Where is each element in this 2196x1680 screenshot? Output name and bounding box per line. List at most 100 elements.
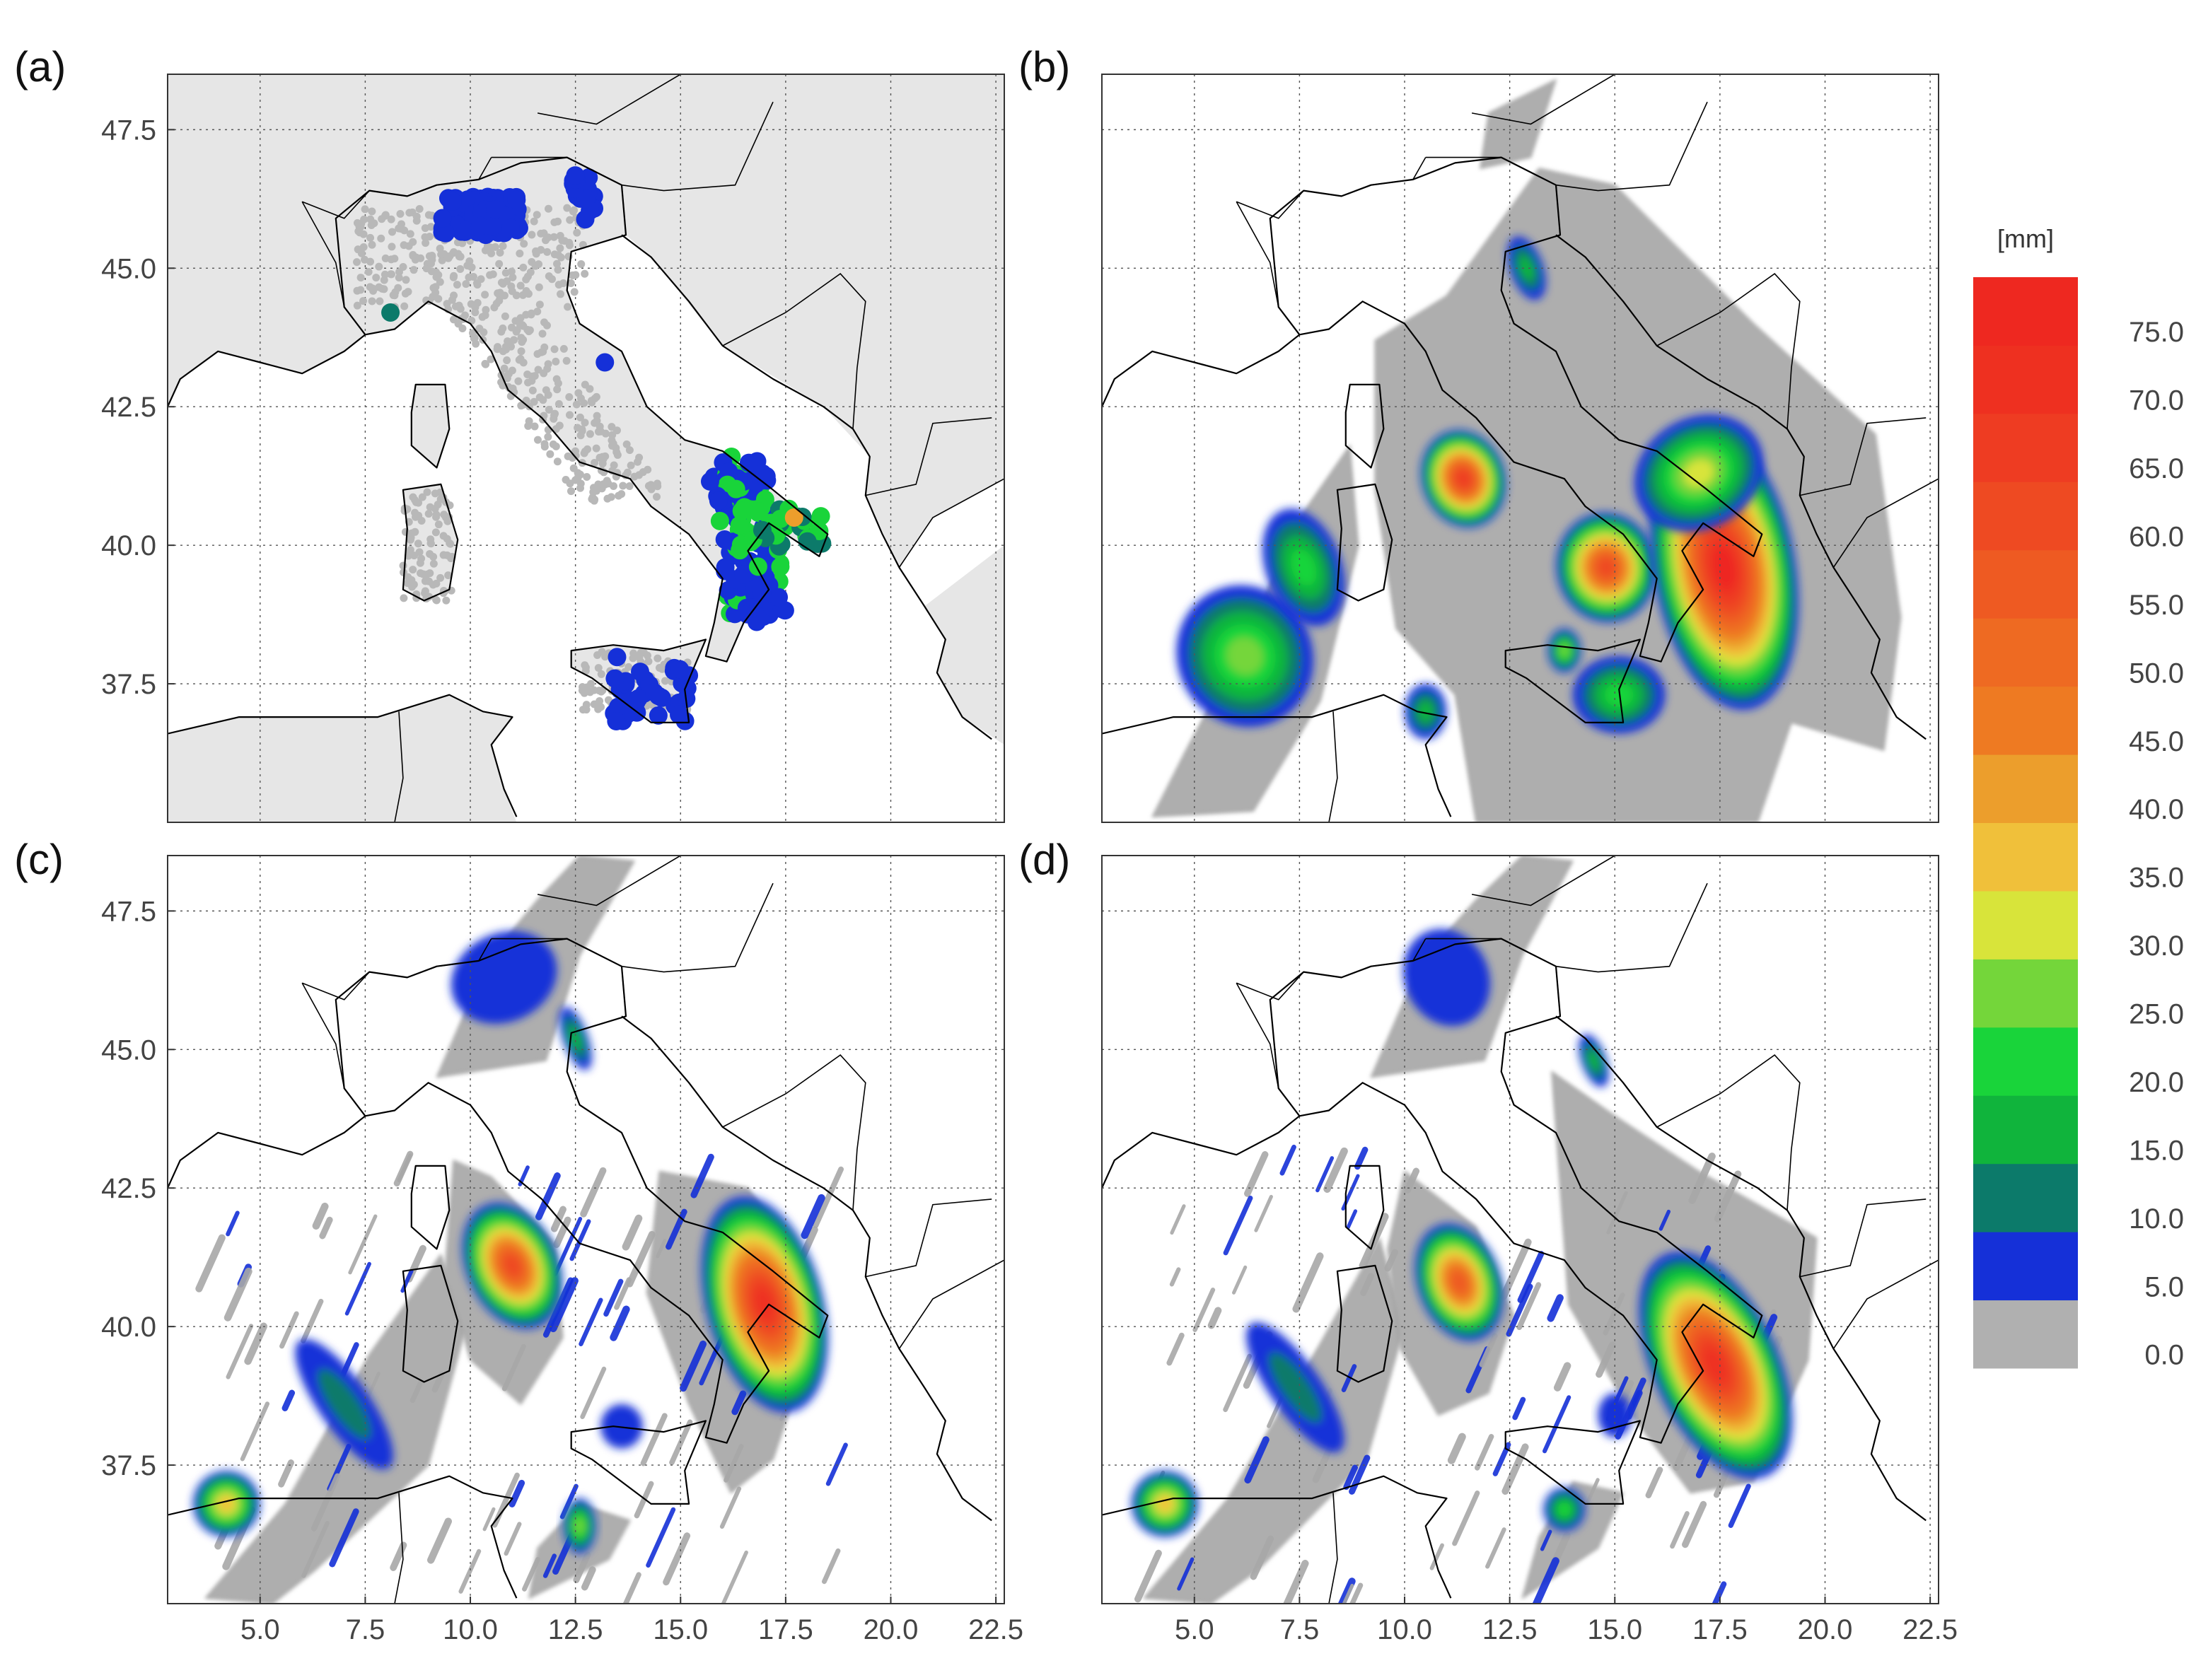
station-dry — [375, 262, 383, 271]
station-dry — [594, 664, 603, 672]
station-dry — [564, 303, 572, 311]
rain-cell-5 — [295, 1338, 394, 1470]
station-dry — [377, 234, 385, 243]
lon-tick-label: 10.0 — [1377, 1614, 1432, 1645]
colorbar-label: 20.0 — [2129, 1067, 2184, 1098]
station-dry — [411, 527, 419, 536]
colorbar-label: 60.0 — [2129, 521, 2184, 552]
station-dry — [472, 339, 480, 348]
station-dry — [581, 380, 589, 389]
station-dry — [387, 215, 395, 223]
coastline-africa — [168, 694, 518, 817]
shower-streak-58 — [279, 1311, 299, 1349]
station-dry — [421, 233, 429, 241]
station-dry — [399, 561, 407, 570]
station-dry — [414, 511, 423, 520]
station-dry — [576, 479, 585, 488]
station-wet — [607, 712, 626, 731]
coastline-france — [1102, 1115, 1301, 1189]
station-dry — [635, 453, 644, 462]
station-dry — [550, 233, 558, 241]
shower-streak-87 — [680, 1340, 707, 1392]
colorbar-label: 15.0 — [2129, 1135, 2184, 1166]
station-dry — [552, 357, 560, 366]
rain-cell-1 — [701, 1196, 829, 1413]
shower-streak-85 — [1292, 1252, 1324, 1313]
lon-tick-label: 12.5 — [548, 1614, 603, 1645]
station-dry — [622, 440, 631, 448]
station-dry — [409, 252, 417, 260]
station-dry — [388, 243, 396, 251]
station-dry — [581, 661, 589, 670]
coastline-africa — [168, 1475, 518, 1599]
colorbar-label: 40.0 — [2129, 794, 2184, 825]
border-line-4 — [722, 1054, 866, 1211]
station-dry — [590, 496, 598, 505]
station-dry — [544, 204, 552, 213]
station-dry — [497, 327, 506, 336]
station-dry — [604, 479, 612, 488]
station-dry — [510, 336, 518, 344]
border-line-6 — [898, 1259, 1004, 1349]
station-dry — [565, 238, 574, 247]
station-wet — [443, 192, 462, 211]
lon-tick-label: 15.0 — [653, 1614, 708, 1645]
station-dry — [448, 296, 456, 304]
shower-streak-6 — [542, 1277, 574, 1338]
shower-streak-2 — [626, 1230, 656, 1288]
station-dry — [569, 207, 577, 216]
rain-cell-1 — [1639, 1252, 1793, 1479]
station-dry — [426, 503, 434, 511]
shower-streak-47 — [1712, 1581, 1727, 1604]
station-dry — [475, 325, 484, 333]
station-wet — [738, 605, 757, 624]
lat-tick-label: 42.5 — [101, 1173, 156, 1204]
coastline-sardinia — [402, 483, 459, 602]
colorbar-label: 30.0 — [2129, 931, 2184, 962]
map-frame — [1101, 855, 1939, 1604]
station-dry — [570, 288, 579, 296]
station-dry — [530, 217, 538, 226]
station-dry — [404, 288, 412, 296]
station-dry — [540, 440, 549, 448]
station-dry — [534, 366, 542, 374]
station-wet — [566, 166, 585, 185]
border-line-0 — [301, 157, 492, 219]
station-dry — [437, 250, 446, 259]
coastline-balkan — [621, 234, 992, 740]
station-dry — [438, 256, 446, 264]
station-dry — [644, 657, 653, 665]
station-wet — [455, 222, 475, 241]
station-dry — [434, 520, 443, 529]
station-dry — [422, 239, 430, 247]
rain-cell-5 — [1246, 1322, 1344, 1453]
shower-streak-29 — [400, 1268, 414, 1293]
shower-streak-74 — [569, 1219, 591, 1261]
station-wet — [784, 508, 803, 527]
station-dry — [406, 548, 414, 556]
station-dry — [554, 266, 562, 274]
station-dry — [444, 254, 453, 262]
station-dry — [516, 250, 524, 258]
station-dry — [516, 354, 525, 363]
colorbar-label: 55.0 — [2129, 590, 2184, 621]
shower-streak-68 — [1177, 1557, 1195, 1591]
station-dry — [596, 697, 604, 706]
shower-streak-82 — [278, 1459, 294, 1488]
station-dry — [372, 274, 380, 282]
shower-streak-58 — [1713, 1469, 1730, 1498]
station-dry — [655, 664, 663, 672]
shower-streak-30 — [1447, 1433, 1466, 1464]
station-dry — [559, 344, 568, 353]
shower-streak-71 — [1250, 1535, 1274, 1580]
colorbar-bin — [1973, 618, 2078, 687]
border-line-8 — [1471, 74, 1615, 125]
station-dry — [565, 411, 574, 419]
shower-streak-56 — [813, 1166, 844, 1229]
station-dry — [454, 250, 463, 258]
shower-streak-14 — [656, 1238, 667, 1259]
station-dry — [501, 269, 510, 277]
precip-field-d — [1131, 856, 1818, 1604]
shower-streak-88 — [522, 1557, 540, 1592]
station-dry — [544, 233, 552, 242]
